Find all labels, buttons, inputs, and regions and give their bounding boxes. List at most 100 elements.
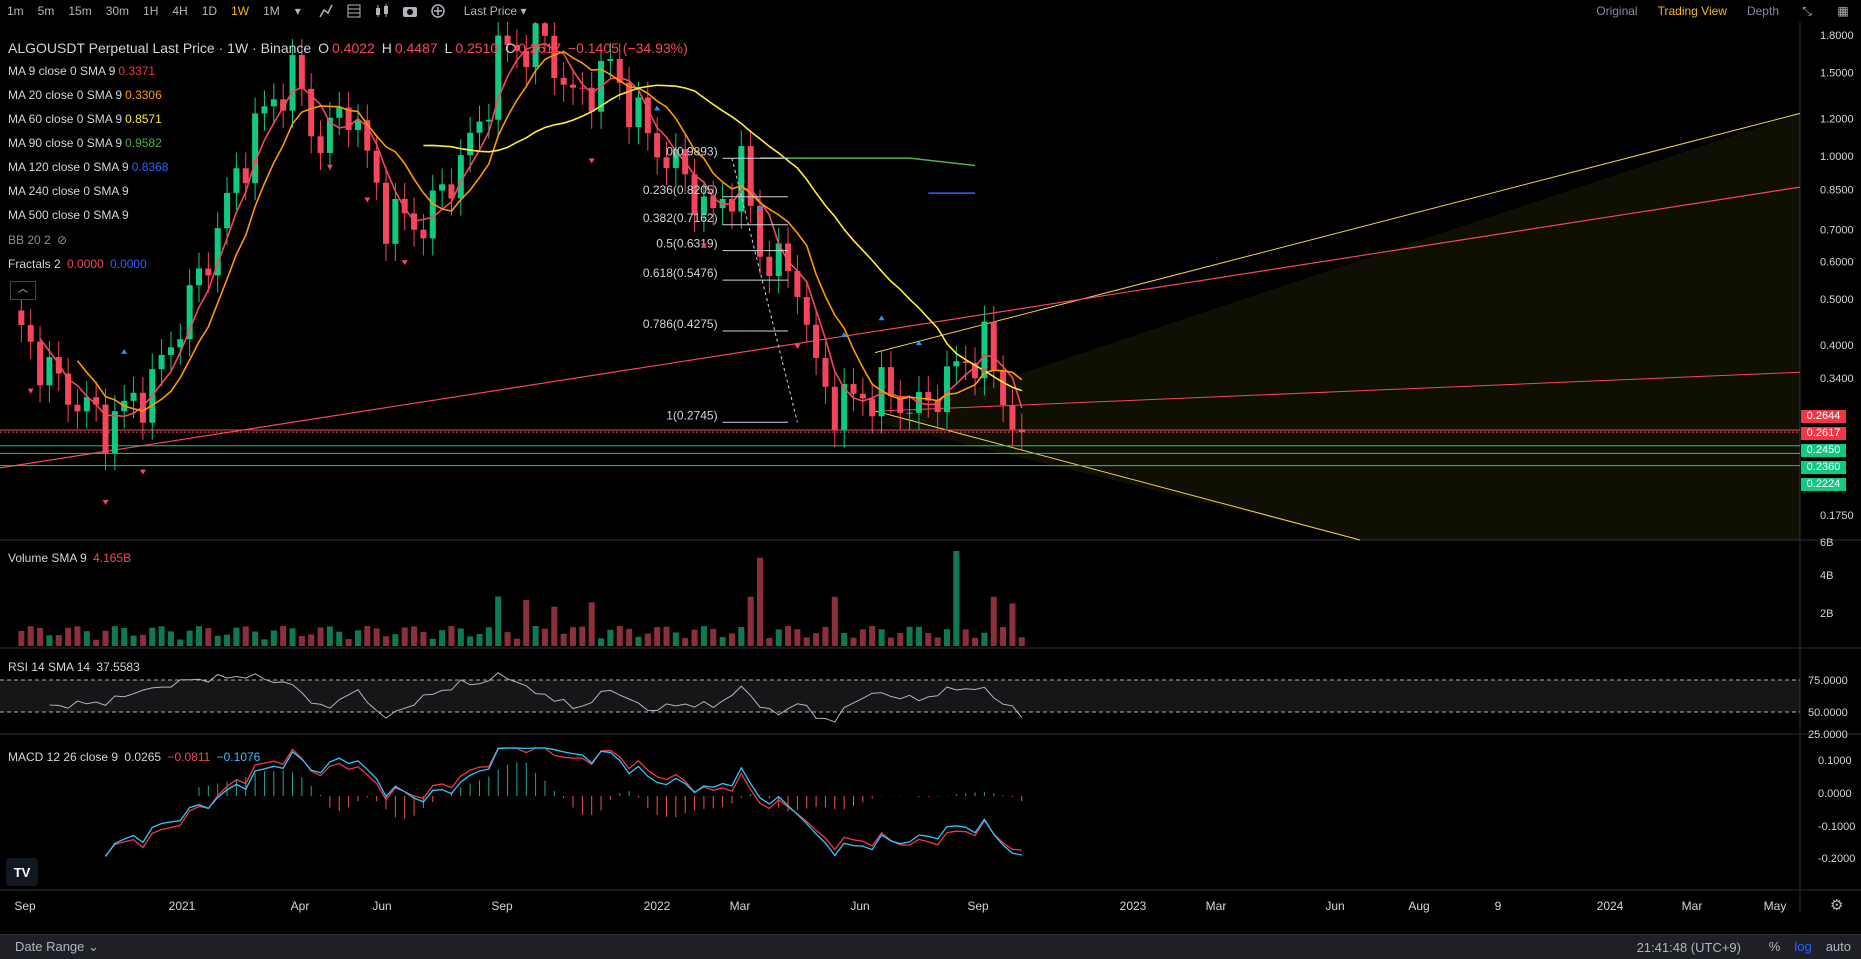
candle-body (354, 120, 361, 131)
chevron-down-icon[interactable]: ▾ (294, 4, 301, 18)
ma-legend-row[interactable]: MA 90 close 0 SMA 9 0.9582 (8, 136, 165, 150)
volume-value: 4.165B (93, 551, 132, 565)
fractals-label: Fractals 2 (8, 257, 61, 271)
ma60-line (423, 84, 1023, 392)
volume-bar (439, 630, 446, 646)
collapse-legend-button[interactable]: ︿ (10, 281, 36, 300)
ma-legend-row[interactable]: MA 120 close 0 SMA 9 0.8368 (8, 160, 171, 174)
timeframe-30m[interactable]: 30m (105, 4, 130, 18)
tab-original[interactable]: Original (1596, 4, 1638, 18)
ohlc-close: 0.2617 (518, 40, 562, 56)
candle-body (785, 243, 792, 271)
volume-bar (813, 633, 820, 646)
eye-off-icon[interactable]: ⊘ (57, 233, 68, 247)
volume-bar (364, 626, 371, 646)
volume-bar (252, 631, 259, 646)
timeframe-15m[interactable]: 15m (68, 4, 92, 18)
add-icon[interactable] (427, 0, 449, 22)
projection-zone (875, 113, 1800, 540)
timeframe-selector: 1m 5m 15m 30m 1H 4H 1D 1W 1M (0, 4, 287, 18)
candle-body (504, 35, 511, 45)
price-type-select[interactable]: Last Price ▾ (457, 4, 534, 18)
macd-label: MACD 12 26 close 9 (8, 750, 119, 764)
volume-bar (869, 626, 876, 646)
time-axis-label: Jun (850, 899, 869, 913)
time-axis-label: 2021 (169, 899, 196, 913)
candle-body (326, 117, 333, 153)
indicators-icon[interactable] (343, 0, 365, 22)
price-axis-label: 0.7000 (1820, 225, 1854, 237)
candle-body (616, 58, 623, 83)
candle-body (177, 339, 184, 348)
candle-body (541, 23, 548, 36)
ma-value: 0.8571 (125, 112, 162, 126)
candle-body (831, 386, 838, 431)
macd-v2: −0.0811 (167, 750, 211, 764)
ma-legend-row[interactable]: MA 500 close 0 SMA 9 (8, 208, 135, 222)
layout-icon[interactable]: ▦ (1837, 4, 1849, 18)
macd-axis-label: 0.0000 (1818, 788, 1852, 800)
volume-bar (532, 626, 539, 646)
volume-axis-label: 4B (1820, 570, 1833, 582)
volume-bar (794, 629, 801, 646)
ma-label: MA 120 close 0 SMA 9 (8, 160, 129, 174)
timeframe-5m[interactable]: 5m (37, 4, 55, 18)
volume-bar (551, 606, 558, 646)
timeframe-1m[interactable]: 1M (263, 4, 280, 18)
ma90-line (760, 157, 976, 167)
ma-legend-row[interactable]: MA 20 close 0 SMA 9 0.3306 (8, 88, 165, 102)
candle-body (934, 400, 941, 413)
ohlc-low-label: L (444, 40, 453, 56)
candle-body (139, 392, 146, 423)
tab-depth[interactable]: Depth (1746, 4, 1779, 18)
time-axis-label: Sep (967, 899, 989, 913)
timeframe-1h[interactable]: 1H (143, 4, 159, 18)
fractals-legend[interactable]: Fractals 2 0.0000 0.0000 (8, 257, 150, 271)
log-scale-button[interactable]: log (1794, 939, 1812, 954)
fib-level-label: 0.382(0.7162) (643, 211, 718, 225)
volume-bar (934, 637, 941, 646)
ma-value: 0.8368 (131, 160, 169, 174)
tab-trading-view[interactable]: Trading View (1657, 4, 1727, 18)
bb-legend[interactable]: BB 20 2 ⊘ (8, 233, 70, 247)
candle-body (775, 243, 782, 277)
camera-icon[interactable] (399, 0, 421, 22)
ma-legend-row[interactable]: MA 60 close 0 SMA 9 0.8571 (8, 112, 165, 126)
price-chart[interactable]: 0(0.9893) 0.236(0.8205) 0.382(0.7162) 0.5(0… (0, 22, 1861, 934)
volume-bar (345, 639, 352, 646)
price-tag: 0.2617 (1801, 427, 1846, 440)
timeframe-1d[interactable]: 1D (201, 4, 218, 18)
volume-bar (644, 633, 651, 646)
bb-label: BB 20 2 (8, 233, 51, 247)
fractals-down: 0.0000 (110, 257, 147, 271)
candle-body (401, 198, 408, 214)
volume-bar (102, 630, 109, 646)
candle-body (523, 50, 530, 68)
candle-body (233, 168, 240, 193)
rsi-band (0, 680, 1800, 712)
timeframe-1m[interactable]: 1m (7, 4, 24, 18)
percent-scale-button[interactable]: % (1768, 939, 1781, 954)
fractal-down-marker (700, 243, 707, 249)
ma-label: MA 20 close 0 SMA 9 (8, 88, 123, 102)
timeframe-4h[interactable]: 4H (172, 4, 188, 18)
ma-legend-row[interactable]: MA 9 close 0 SMA 9 0.3371 (8, 64, 158, 78)
ma20-line (76, 50, 1023, 412)
ma-value: 0.3371 (118, 64, 156, 78)
collapse-icon[interactable]: ⤡ (1802, 3, 1812, 18)
time-axis-label: Mar (1206, 899, 1227, 913)
volume-bar (579, 626, 586, 646)
volume-bar (420, 631, 427, 646)
ma-legend-row[interactable]: MA 240 close 0 SMA 9 (8, 184, 135, 198)
line-tool-icon[interactable] (315, 0, 337, 22)
auto-scale-button[interactable]: auto (1825, 939, 1851, 954)
fractal-up-marker (915, 340, 922, 346)
candle-body (383, 182, 389, 244)
timeframe-1w[interactable]: 1W (231, 4, 250, 18)
gear-icon[interactable]: ⚙ (1830, 896, 1843, 914)
volume-bar (626, 628, 633, 646)
ma-label: MA 9 close 0 SMA 9 (8, 64, 116, 78)
date-range-button[interactable]: Date Range ⌄ (15, 939, 99, 955)
price-axis-label: 1.0000 (1820, 151, 1854, 163)
candle-type-icon[interactable] (371, 0, 393, 22)
